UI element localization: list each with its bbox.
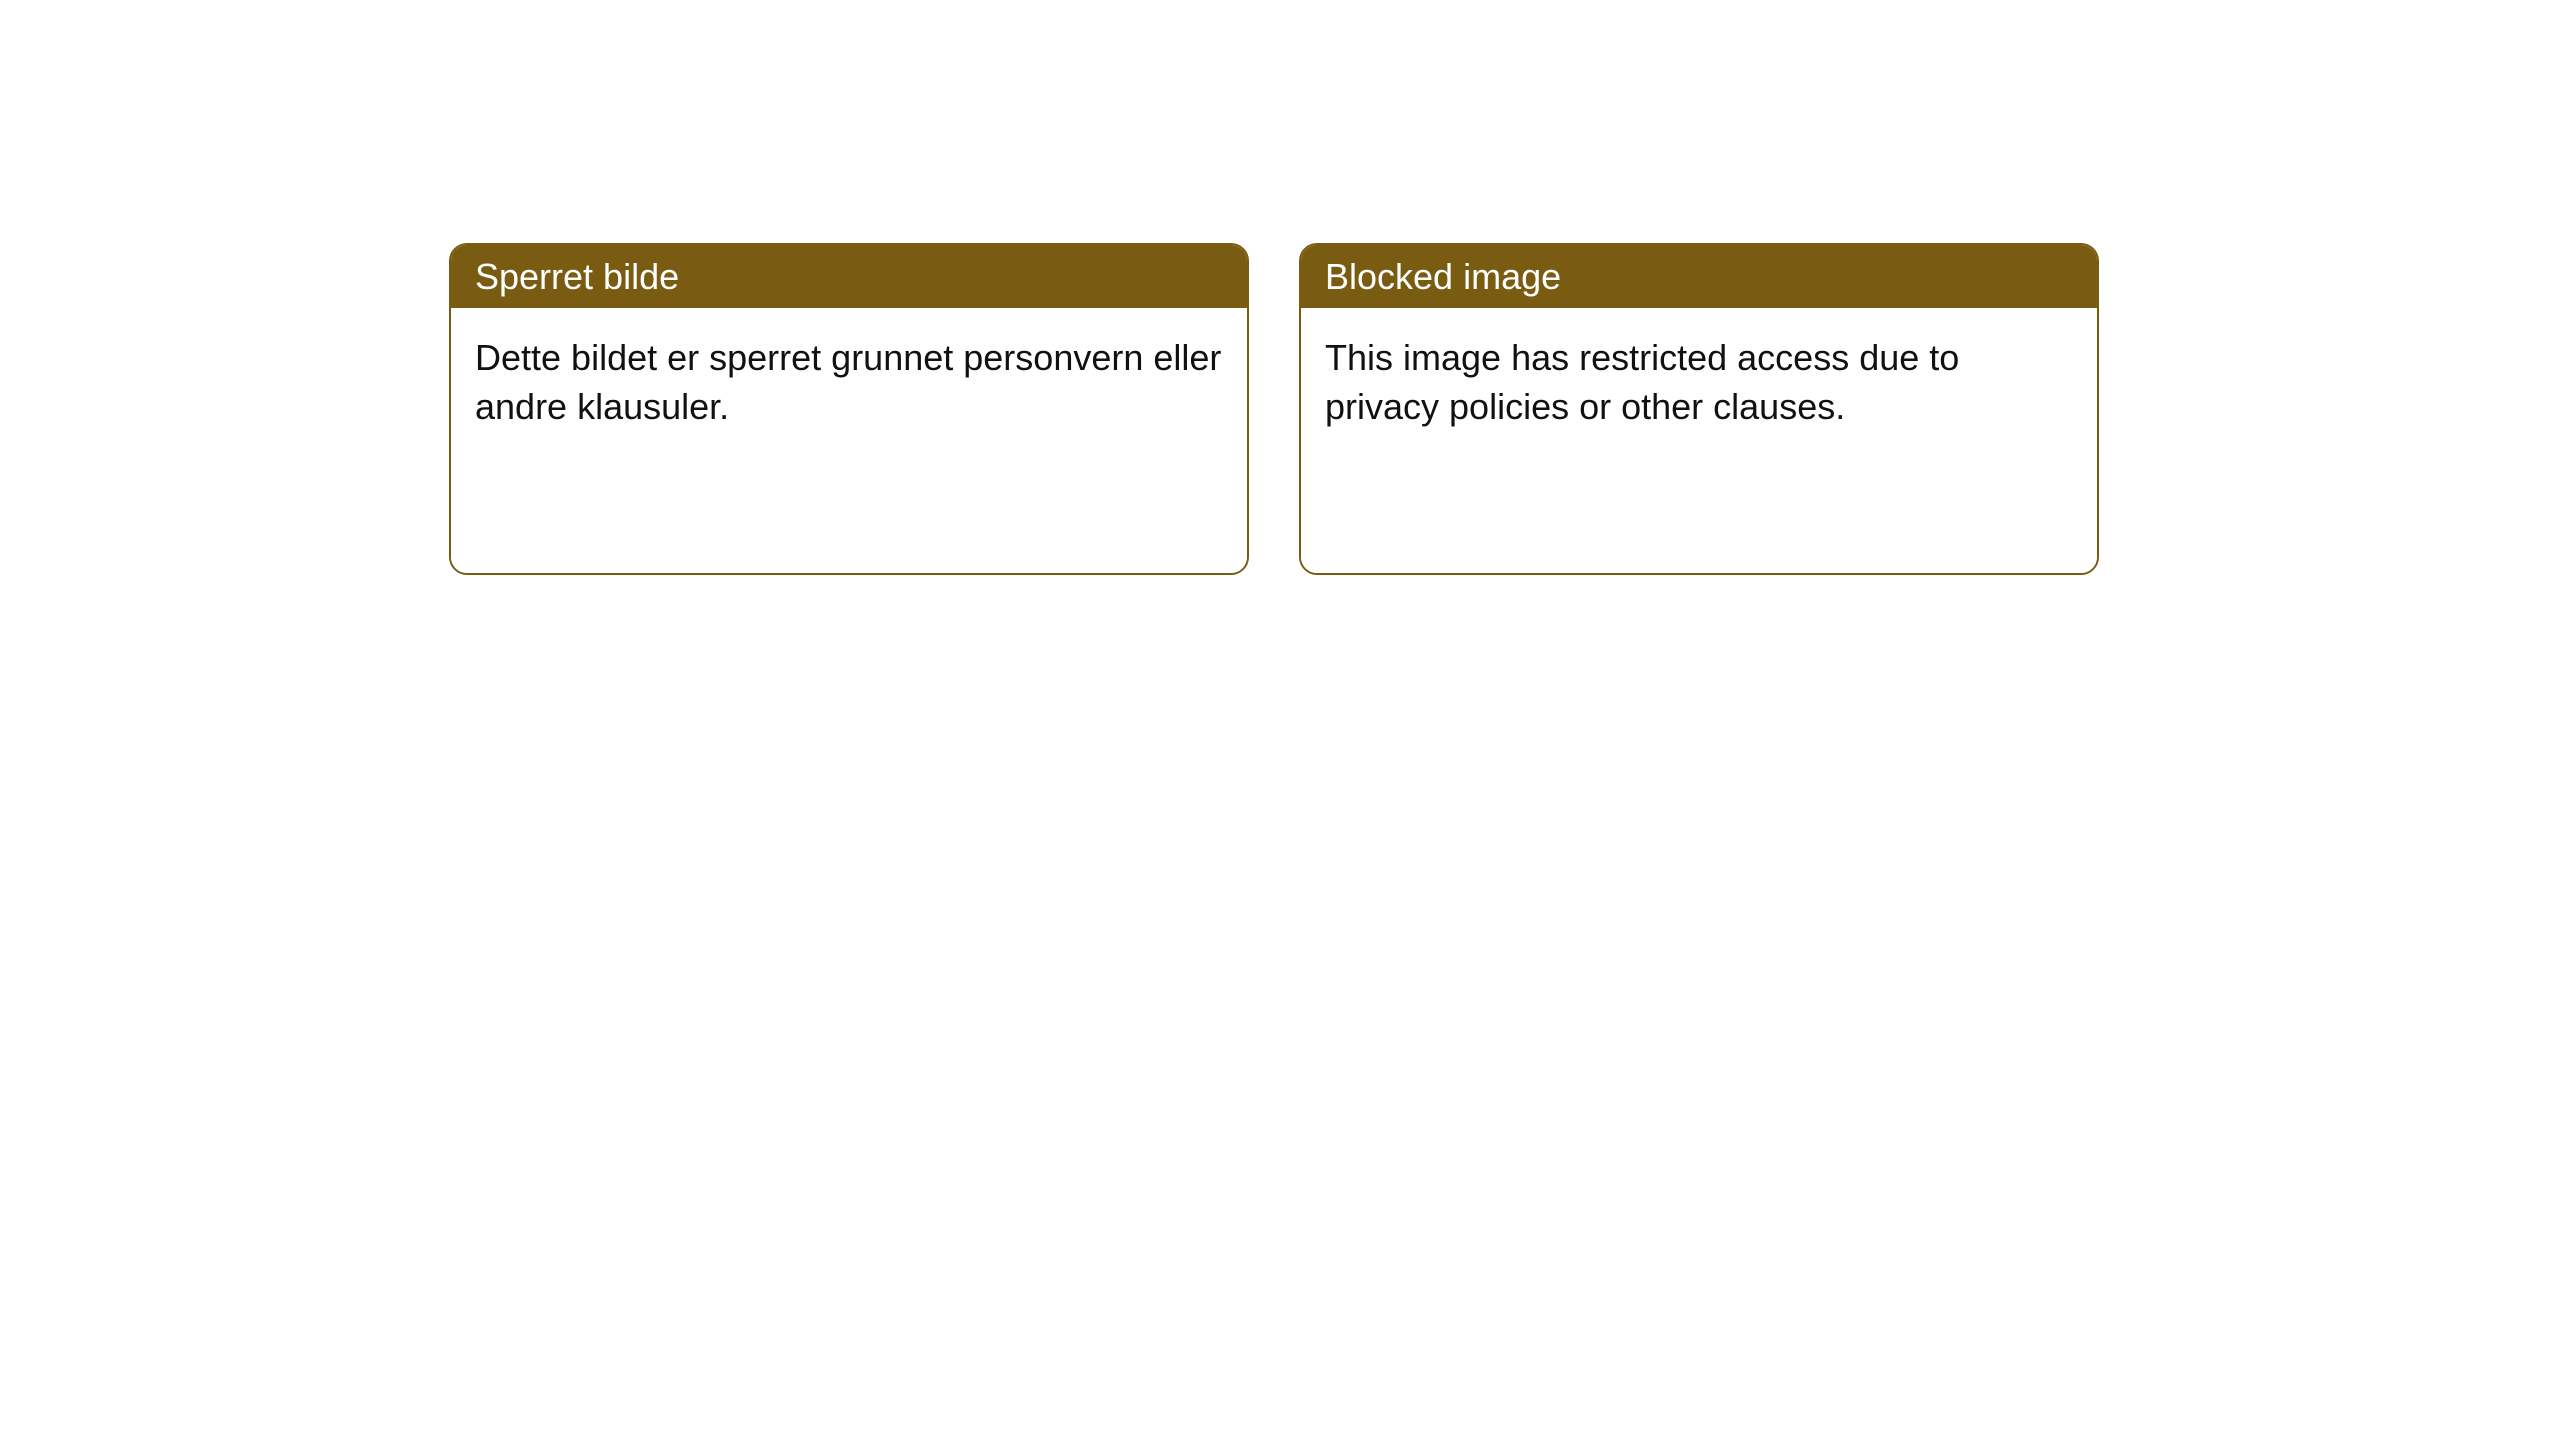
page: Sperret bilde Dette bildet er sperret gr… [0, 0, 2560, 1440]
notice-card-no-body: Dette bildet er sperret grunnet personve… [451, 308, 1247, 573]
notice-card-en-header: Blocked image [1301, 245, 2097, 308]
notice-card-en-body: This image has restricted access due to … [1301, 308, 2097, 573]
notice-cards-row: Sperret bilde Dette bildet er sperret gr… [449, 243, 2099, 575]
notice-card-en: Blocked image This image has restricted … [1299, 243, 2099, 575]
notice-card-no-header: Sperret bilde [451, 245, 1247, 308]
notice-card-no: Sperret bilde Dette bildet er sperret gr… [449, 243, 1249, 575]
